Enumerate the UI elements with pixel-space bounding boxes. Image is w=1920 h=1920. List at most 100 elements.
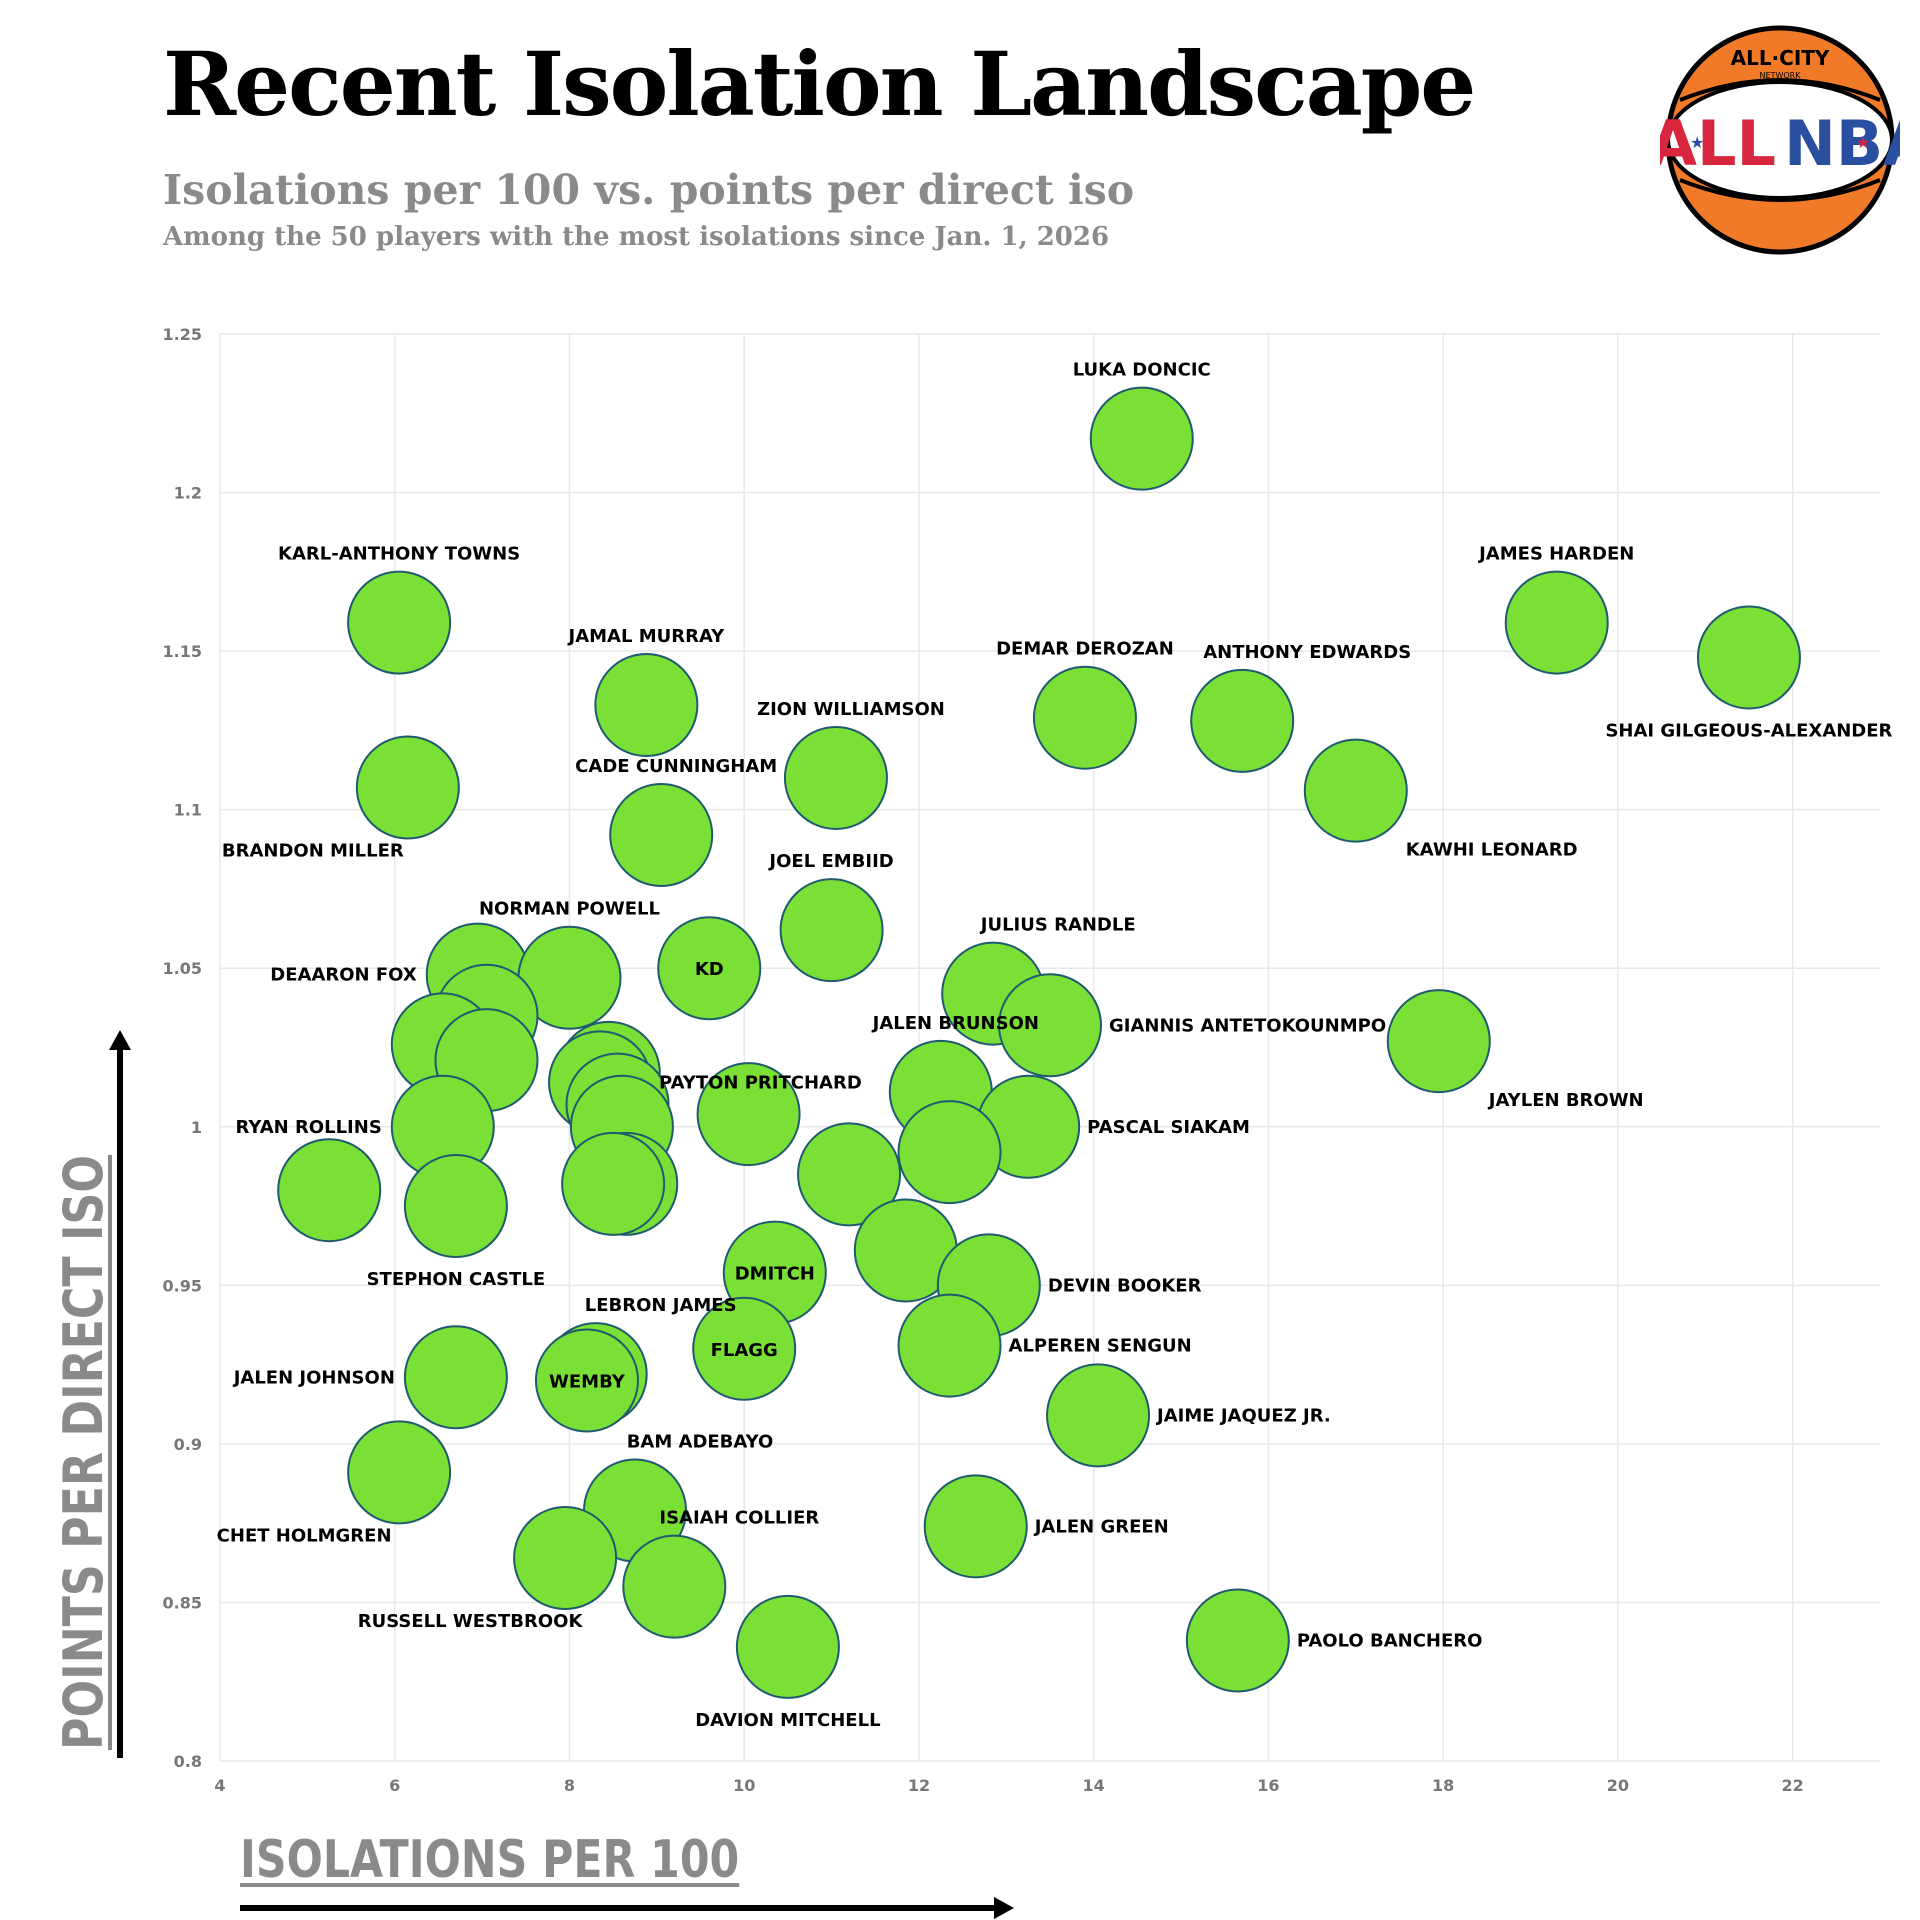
x-tick-label: 22 bbox=[1781, 1776, 1803, 1795]
logo-star-right-icon: ★ bbox=[1856, 133, 1870, 152]
point-label: NORMAN POWELL bbox=[479, 899, 660, 920]
point-label: WEMBY bbox=[549, 1371, 626, 1392]
point-label: JAYLEN BROWN bbox=[1487, 1090, 1644, 1111]
data-point bbox=[1696, 605, 1801, 710]
y-tick-label: 1.05 bbox=[163, 959, 202, 978]
x-tick-label: 14 bbox=[1083, 1776, 1105, 1795]
data-point bbox=[897, 1100, 1002, 1205]
y-tick-label: 1 bbox=[191, 1118, 202, 1137]
x-tick-label: 6 bbox=[389, 1776, 400, 1795]
y-tick-label: 1.1 bbox=[174, 801, 202, 820]
y-tick-label: 0.8 bbox=[174, 1752, 202, 1771]
point-label: ZION WILLIAMSON bbox=[757, 699, 945, 720]
data-point bbox=[609, 783, 714, 888]
point-label: ISAIAH COLLIER bbox=[659, 1508, 819, 1529]
x-tick-label: 12 bbox=[908, 1776, 930, 1795]
logo-text-left: ALL bbox=[1660, 107, 1776, 180]
y-tick-label: 1.25 bbox=[163, 325, 202, 344]
point-label: JALEN BRUNSON bbox=[871, 1013, 1039, 1034]
x-tick-label: 20 bbox=[1607, 1776, 1629, 1795]
data-point bbox=[1089, 386, 1194, 491]
point-label: DEMAR DEROZAN bbox=[996, 639, 1174, 660]
x-tick-label: 18 bbox=[1432, 1776, 1454, 1795]
data-point bbox=[277, 1138, 382, 1243]
data-point bbox=[783, 725, 888, 830]
y-tick-label: 0.85 bbox=[163, 1593, 202, 1612]
axis-arrows bbox=[109, 1030, 1014, 1919]
point-label: JOEL EMBIID bbox=[767, 851, 893, 872]
data-point bbox=[696, 1062, 801, 1167]
point-label: ALPEREN SENGUN bbox=[1009, 1336, 1192, 1357]
data-point bbox=[622, 1534, 727, 1639]
logo-banner bbox=[1666, 80, 1894, 200]
point-label: BAM ADEBAYO bbox=[627, 1431, 774, 1452]
data-point bbox=[923, 1474, 1028, 1579]
x-tick-label: 16 bbox=[1257, 1776, 1279, 1795]
point-label: JAMES HARDEN bbox=[1477, 544, 1634, 565]
point-label: JAMAL MURRAY bbox=[567, 626, 726, 647]
x-axis-label: ISOLATIONS PER 100 bbox=[240, 1830, 740, 1890]
data-point bbox=[779, 878, 884, 983]
point-label: JALEN GREEN bbox=[1033, 1516, 1169, 1537]
logo-small-text: NETWORK bbox=[1760, 71, 1802, 80]
point-label: STEPHON CASTLE bbox=[367, 1269, 546, 1290]
data-point bbox=[403, 1154, 508, 1259]
point-label: PAYTON PRITCHARD bbox=[659, 1072, 862, 1093]
point-label: LEBRON JAMES bbox=[585, 1295, 737, 1316]
data-point bbox=[692, 1296, 797, 1401]
point-label: RUSSELL WESTBROOK bbox=[358, 1611, 584, 1632]
point-label: BRANDON MILLER bbox=[222, 840, 404, 861]
y-axis-arrow-head bbox=[109, 1030, 131, 1050]
point-label: DEAARON FOX bbox=[270, 965, 417, 986]
point-label: CHET HOLMGREN bbox=[217, 1525, 392, 1546]
data-point bbox=[998, 973, 1102, 1078]
y-tick-labels: 0.8 0.85 0.9 0.95 1 1.05 1.1 1.15 1.2 1.25 bbox=[163, 325, 202, 1771]
data-point bbox=[897, 1293, 1002, 1398]
data-point bbox=[347, 570, 452, 675]
logo-text-right: NBA bbox=[1784, 107, 1900, 180]
data-point bbox=[1303, 738, 1408, 843]
point-label: PASCAL SIAKAM bbox=[1087, 1117, 1250, 1138]
data-point bbox=[1386, 989, 1491, 1094]
point-label: DEVIN BOOKER bbox=[1048, 1275, 1202, 1296]
point-label: ANTHONY EDWARDS bbox=[1203, 642, 1411, 663]
point-label: KD bbox=[695, 959, 724, 980]
point-label: KARL-ANTHONY TOWNS bbox=[278, 544, 520, 565]
data-point bbox=[594, 653, 699, 758]
y-axis-label: POINTS PER DIRECT ISO bbox=[52, 1154, 115, 1750]
data-points bbox=[277, 386, 1801, 1699]
chart-subtitle: Isolations per 100 vs. points per direct… bbox=[163, 166, 1135, 214]
point-label: DMITCH bbox=[735, 1264, 815, 1285]
chart-title: Recent Isolation Landscape bbox=[163, 32, 1476, 136]
y-tick-label: 0.95 bbox=[163, 1276, 202, 1295]
point-label: FLAGG bbox=[711, 1340, 778, 1361]
x-tick-label: 8 bbox=[564, 1776, 575, 1795]
data-point bbox=[355, 735, 460, 840]
point-label: JALEN JOHNSON bbox=[232, 1367, 395, 1388]
data-point bbox=[797, 1122, 902, 1227]
data-point bbox=[561, 1131, 666, 1236]
point-label: JULIUS RANDLE bbox=[979, 915, 1136, 936]
all-nba-logo: ALL·CITY NETWORK ALL NBA ★ ★ bbox=[1660, 25, 1900, 255]
point-label: SHAI GILGEOUS-ALEXANDER bbox=[1605, 720, 1892, 741]
data-point bbox=[1504, 570, 1609, 675]
point-label: DAVION MITCHELL bbox=[695, 1710, 880, 1731]
x-tick-label: 4 bbox=[214, 1776, 225, 1795]
data-point bbox=[1032, 665, 1137, 770]
data-point bbox=[735, 1594, 840, 1699]
point-label: PAOLO BANCHERO bbox=[1297, 1630, 1483, 1651]
y-tick-label: 1.2 bbox=[174, 484, 202, 503]
logo-top-text: ALL·CITY bbox=[1731, 46, 1830, 70]
y-tick-label: 0.9 bbox=[174, 1435, 202, 1454]
point-label: RYAN ROLLINS bbox=[236, 1117, 382, 1138]
data-point bbox=[657, 916, 762, 1021]
y-tick-label: 1.15 bbox=[163, 642, 202, 661]
x-tick-labels: 4 6 8 10 12 14 16 18 20 22 bbox=[214, 1776, 1803, 1795]
point-labels: LUKA DONCIC KARL-ANTHONY TOWNS JAMES HARDE… bbox=[217, 360, 1893, 1731]
point-label: CADE CUNNINGHAM bbox=[575, 756, 777, 777]
data-point bbox=[403, 1325, 508, 1430]
point-label: GIANNIS ANTETOKOUNMPO bbox=[1109, 1015, 1386, 1036]
data-point bbox=[534, 1328, 639, 1433]
data-point bbox=[347, 1420, 452, 1525]
